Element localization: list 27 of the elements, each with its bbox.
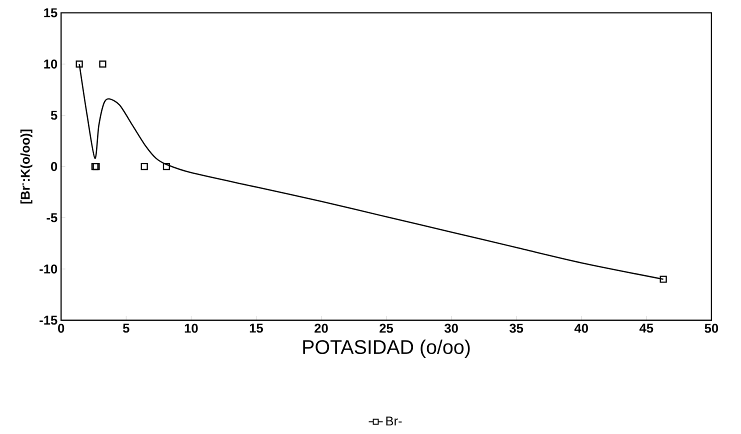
y-tick-label: 5	[50, 111, 58, 120]
x-tick-label: 20	[314, 324, 328, 334]
x-tick-label: 0	[58, 324, 64, 334]
line-series	[78, 64, 664, 280]
x-tick-label: 5	[122, 324, 130, 333]
y-tick-label: 0	[51, 162, 58, 172]
x-tick-label: 15	[250, 324, 263, 333]
point	[660, 276, 667, 284]
y-tick-label: -5	[46, 214, 58, 222]
legend-label: Br-	[386, 416, 402, 426]
x-tick-label: 35	[510, 324, 524, 334]
x-tick-label: 30	[444, 324, 458, 334]
point	[76, 60, 83, 68]
point	[99, 60, 106, 68]
point	[162, 163, 170, 170]
x-tick-label: 25	[380, 324, 394, 334]
x-tick-label: 50	[704, 324, 718, 334]
y-tick-label: -15	[40, 316, 58, 325]
x-tick-label: 40	[574, 324, 588, 334]
y-axis-title: [Br$^{-}$:K(o/oo)]	[20, 130, 32, 204]
y-tick-label: -10	[40, 264, 58, 274]
y-tick-label: 10	[44, 60, 58, 69]
point	[140, 163, 148, 170]
y-tick-label: 15	[44, 8, 58, 18]
x-tick-label: 45	[639, 324, 654, 333]
x-axis-title: POTASIDAD (o/oo)	[303, 340, 470, 358]
x-tick-label: 10	[184, 324, 198, 334]
